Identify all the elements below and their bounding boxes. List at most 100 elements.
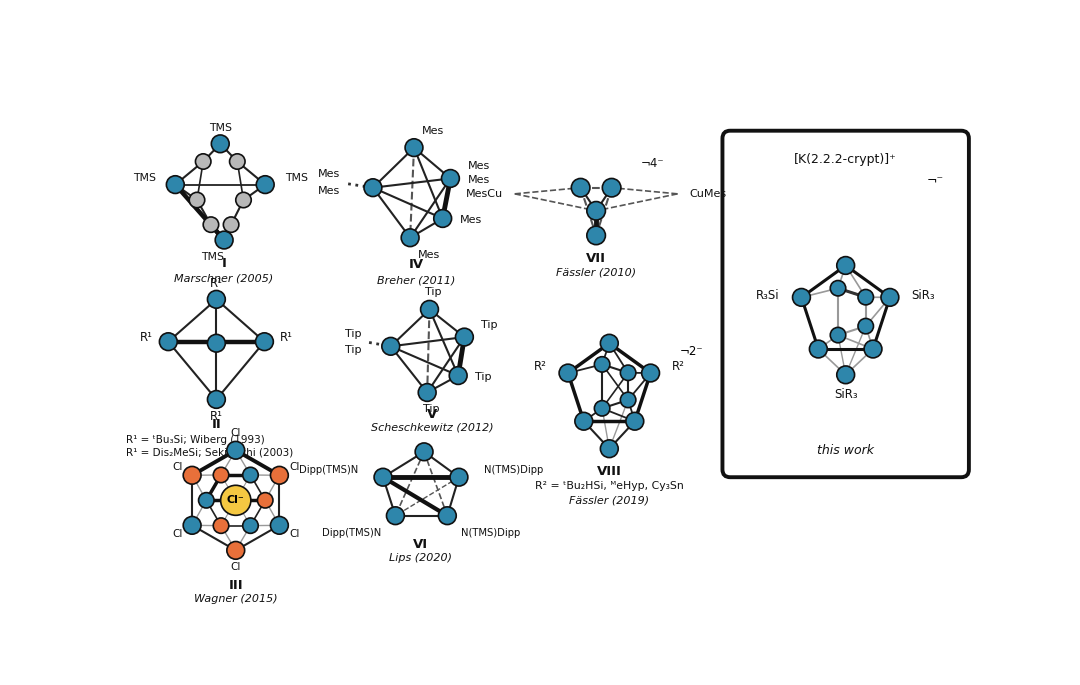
Circle shape (207, 290, 226, 308)
Text: R₃Si: R₃Si (756, 288, 780, 301)
Text: R¹ = Dis₂MeSi; Sekiguchi (2003): R¹ = Dis₂MeSi; Sekiguchi (2003) (125, 449, 293, 458)
Text: R¹ = ᵗBu₃Si; Wiberg (1993): R¹ = ᵗBu₃Si; Wiberg (1993) (125, 435, 265, 445)
Text: MesCu: MesCu (465, 189, 503, 199)
Text: Cl⁻: Cl⁻ (227, 495, 245, 506)
Circle shape (224, 217, 239, 232)
Circle shape (227, 542, 245, 559)
Text: III: III (229, 579, 243, 592)
Text: R¹: R¹ (210, 277, 222, 290)
Circle shape (438, 507, 456, 525)
Text: this work: this work (818, 444, 874, 457)
Circle shape (594, 401, 610, 416)
Text: N(TMS)Dipp: N(TMS)Dipp (461, 527, 521, 538)
FancyBboxPatch shape (723, 131, 969, 477)
Circle shape (207, 390, 226, 408)
Text: Dipp(TMS)N: Dipp(TMS)N (299, 464, 359, 475)
Circle shape (415, 443, 433, 460)
Text: SiR₃: SiR₃ (834, 388, 858, 401)
Text: TMS: TMS (208, 123, 232, 134)
Circle shape (227, 441, 245, 459)
Text: Mes: Mes (319, 186, 340, 196)
Circle shape (571, 179, 590, 197)
Text: Mes: Mes (460, 215, 482, 225)
Circle shape (256, 176, 274, 193)
Text: IV: IV (408, 258, 423, 271)
Circle shape (207, 334, 226, 352)
Text: R²: R² (534, 360, 546, 373)
Circle shape (858, 290, 874, 305)
Circle shape (626, 412, 644, 430)
Text: VII: VII (586, 252, 606, 265)
Text: Tip: Tip (482, 320, 498, 329)
Text: ¬2⁻: ¬2⁻ (680, 345, 704, 358)
Circle shape (215, 232, 233, 249)
Text: R²: R² (672, 360, 685, 373)
Circle shape (213, 518, 229, 534)
Circle shape (864, 340, 882, 358)
Circle shape (257, 493, 273, 508)
Text: N(TMS)Dipp: N(TMS)Dipp (484, 464, 543, 475)
Circle shape (203, 217, 218, 232)
Circle shape (434, 210, 451, 227)
Text: Marschner (2005): Marschner (2005) (175, 273, 273, 284)
Circle shape (212, 135, 229, 153)
Text: TMS: TMS (284, 173, 308, 184)
Text: Tip: Tip (345, 345, 362, 355)
Circle shape (594, 357, 610, 372)
Circle shape (793, 288, 810, 306)
Circle shape (387, 507, 404, 525)
Circle shape (243, 467, 258, 483)
Circle shape (586, 201, 606, 220)
Circle shape (600, 334, 618, 352)
Circle shape (603, 179, 621, 197)
Circle shape (809, 340, 827, 358)
Circle shape (586, 226, 606, 245)
Text: Cl: Cl (172, 462, 183, 472)
Circle shape (160, 333, 177, 351)
Circle shape (837, 366, 854, 384)
Circle shape (442, 170, 459, 187)
Text: R¹: R¹ (280, 332, 293, 345)
Circle shape (184, 466, 201, 484)
Text: Mes: Mes (418, 249, 441, 260)
Text: Wagner (2015): Wagner (2015) (194, 594, 278, 604)
Circle shape (450, 469, 468, 486)
Circle shape (837, 257, 854, 274)
Circle shape (270, 516, 288, 534)
Circle shape (642, 364, 660, 382)
Text: CuMes: CuMes (689, 189, 726, 199)
Text: Cl: Cl (172, 529, 183, 539)
Text: Tip: Tip (475, 372, 491, 382)
Circle shape (166, 176, 185, 193)
Text: R¹: R¹ (210, 410, 222, 423)
Text: ¬4⁻: ¬4⁻ (642, 157, 664, 170)
Circle shape (235, 192, 252, 208)
Circle shape (364, 179, 382, 197)
Circle shape (405, 139, 423, 156)
Text: Fässler (2019): Fässler (2019) (569, 495, 649, 506)
Circle shape (401, 229, 419, 247)
Text: TMS: TMS (201, 252, 224, 262)
Text: Tip: Tip (345, 329, 362, 339)
Text: V: V (427, 408, 437, 421)
Circle shape (559, 364, 577, 382)
Text: Tip: Tip (422, 404, 440, 414)
Text: Tip: Tip (426, 288, 442, 297)
Circle shape (575, 412, 593, 430)
Text: Mes: Mes (422, 126, 444, 136)
Text: Mes: Mes (468, 161, 489, 171)
Circle shape (418, 384, 436, 401)
Text: ¬⁻: ¬⁻ (927, 174, 944, 187)
Circle shape (184, 516, 201, 534)
Text: Fässler (2010): Fässler (2010) (556, 267, 636, 277)
Circle shape (858, 319, 874, 334)
Text: Lips (2020): Lips (2020) (389, 553, 451, 563)
Text: VI: VI (413, 538, 428, 551)
Text: Breher (2011): Breher (2011) (377, 275, 456, 285)
Circle shape (449, 366, 467, 384)
Text: R¹: R¹ (139, 332, 153, 345)
Circle shape (213, 467, 229, 483)
Text: VIII: VIII (597, 464, 622, 477)
Circle shape (220, 485, 251, 515)
Text: Cl: Cl (230, 428, 241, 438)
